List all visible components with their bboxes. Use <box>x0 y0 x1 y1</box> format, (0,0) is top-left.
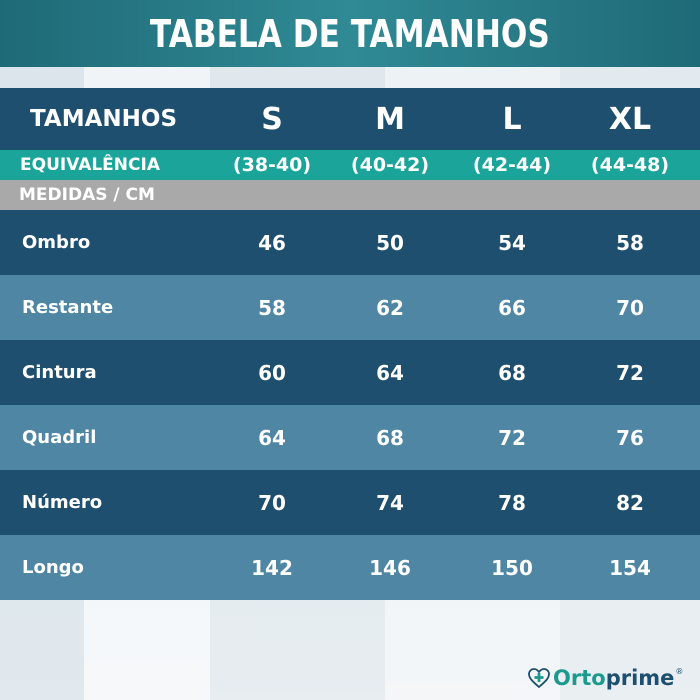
title-banner: TABELA DE TAMANHOS <box>0 0 700 67</box>
row-label: Longo <box>22 557 84 578</box>
table-cell: 60 <box>258 360 286 385</box>
table-cell: 70 <box>258 490 286 515</box>
row-label: Restante <box>22 297 114 318</box>
table-cell: 150 <box>491 555 533 580</box>
table-cell: 54 <box>498 230 526 255</box>
equivalence-s: (38-40) <box>232 154 312 176</box>
table-header-row: TAMANHOS S M L XL <box>0 88 700 150</box>
table-cell: 58 <box>616 230 644 255</box>
row-label: Ombro <box>22 232 91 253</box>
table-cell: 68 <box>498 360 526 385</box>
size-table: TAMANHOS S M L XL EQUIVALÊNCIA (38-40) (… <box>0 88 700 600</box>
equivalence-label: EQUIVALÊNCIA <box>20 155 160 175</box>
equivalence-l: (42-44) <box>472 154 552 176</box>
table-row: Cintura 60 64 68 72 <box>0 340 700 405</box>
size-xl-header: XL <box>608 101 652 137</box>
table-cell: 78 <box>498 490 526 515</box>
size-m-header: M <box>375 101 405 137</box>
table-cell: 154 <box>609 555 651 580</box>
table-cell: 46 <box>258 230 286 255</box>
logo-text-orto: Orto <box>553 666 606 690</box>
registered-mark: ® <box>675 667 684 676</box>
header-label: TAMANHOS <box>30 106 178 132</box>
size-s-header: S <box>261 101 283 137</box>
table-cell: 146 <box>369 555 411 580</box>
table-row: Restante 58 62 66 70 <box>0 275 700 340</box>
table-cell: 72 <box>616 360 644 385</box>
table-cell: 50 <box>376 230 404 255</box>
logo-text-prime: prime <box>605 666 675 690</box>
heart-plus-icon <box>528 668 550 689</box>
table-cell: 142 <box>251 555 293 580</box>
table-cell: 72 <box>498 425 526 450</box>
table-cell: 70 <box>616 295 644 320</box>
table-cell: 66 <box>498 295 526 320</box>
table-cell: 62 <box>376 295 404 320</box>
table-row: Quadril 64 68 72 76 <box>0 405 700 470</box>
page-title: TABELA DE TAMANHOS <box>150 11 550 56</box>
table-cell: 74 <box>376 490 404 515</box>
table-cell: 82 <box>616 490 644 515</box>
row-label: Número <box>22 492 103 513</box>
equivalence-row: EQUIVALÊNCIA (38-40) (40-42) (42-44) (44… <box>0 150 700 180</box>
equivalence-xl: (44-48) <box>590 154 670 176</box>
brand-logo: Orto prime ® <box>528 663 683 693</box>
table-cell: 64 <box>376 360 404 385</box>
table-cell: 76 <box>616 425 644 450</box>
table-row: Longo 142 146 150 154 <box>0 535 700 600</box>
section-row: MEDIDAS / CM <box>0 180 700 210</box>
table-row: Ombro 46 50 54 58 <box>0 210 700 275</box>
table-row: Número 70 74 78 82 <box>0 470 700 535</box>
row-label: Quadril <box>22 427 97 448</box>
table-cell: 68 <box>376 425 404 450</box>
table-cell: 58 <box>258 295 286 320</box>
equivalence-m: (40-42) <box>350 154 430 176</box>
size-l-header: L <box>502 101 522 137</box>
row-label: Cintura <box>22 362 97 383</box>
table-cell: 64 <box>258 425 286 450</box>
section-label: MEDIDAS / CM <box>19 185 155 205</box>
